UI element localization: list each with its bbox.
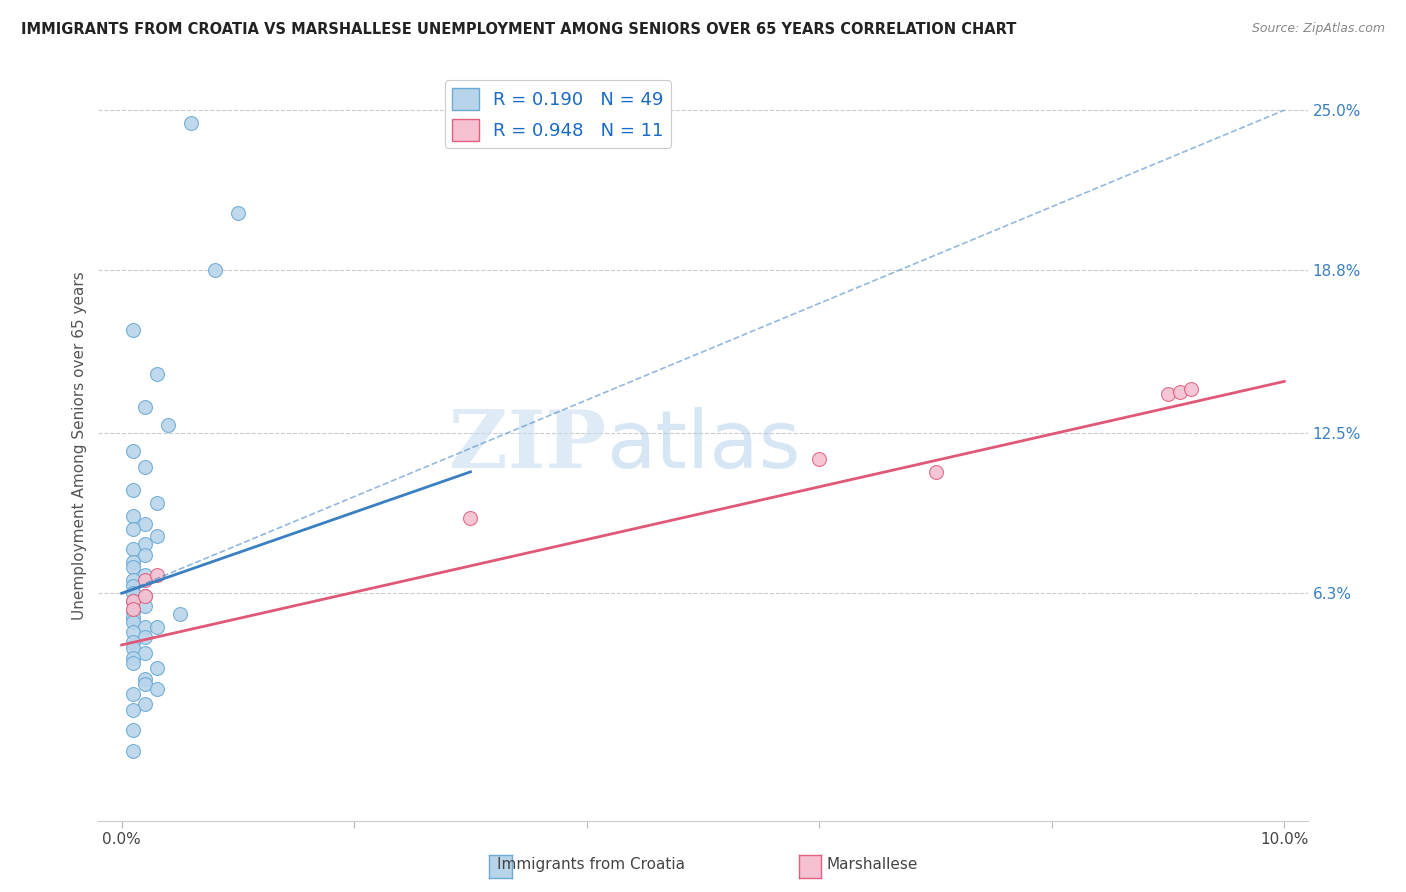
- Point: [134, 516, 156, 531]
- Point: [460, 511, 482, 525]
- Point: [134, 589, 156, 603]
- Point: [122, 522, 145, 536]
- Point: [134, 698, 156, 712]
- Point: [122, 625, 145, 640]
- Point: [1168, 384, 1191, 399]
- Point: [122, 508, 145, 523]
- Point: [145, 529, 167, 543]
- Text: Marshallese: Marshallese: [827, 857, 917, 872]
- Point: [145, 681, 167, 696]
- Point: [122, 744, 145, 758]
- Point: [122, 483, 145, 497]
- Point: [134, 589, 156, 603]
- Point: [204, 263, 226, 277]
- Point: [145, 367, 167, 381]
- Point: [226, 206, 249, 220]
- Point: [134, 459, 156, 474]
- Point: [122, 542, 145, 557]
- Point: [134, 568, 156, 582]
- Point: [122, 594, 145, 608]
- Point: [122, 586, 145, 600]
- Point: [122, 723, 145, 738]
- Text: Source: ZipAtlas.com: Source: ZipAtlas.com: [1251, 22, 1385, 36]
- Point: [157, 418, 180, 433]
- Point: [122, 594, 145, 608]
- Point: [122, 601, 145, 615]
- Point: [122, 640, 145, 655]
- Point: [145, 496, 167, 510]
- Point: [134, 646, 156, 660]
- Point: [122, 656, 145, 670]
- Point: [122, 604, 145, 618]
- Point: [122, 635, 145, 649]
- Text: ZIP: ZIP: [450, 407, 606, 485]
- Point: [924, 465, 946, 479]
- Point: [134, 548, 156, 562]
- Point: [122, 615, 145, 629]
- Point: [145, 568, 167, 582]
- Point: [122, 609, 145, 624]
- Point: [169, 607, 191, 621]
- Point: [122, 560, 145, 574]
- Text: IMMIGRANTS FROM CROATIA VS MARSHALLESE UNEMPLOYMENT AMONG SENIORS OVER 65 YEARS : IMMIGRANTS FROM CROATIA VS MARSHALLESE U…: [21, 22, 1017, 37]
- Point: [134, 401, 156, 415]
- Point: [122, 574, 145, 588]
- Text: Immigrants from Croatia: Immigrants from Croatia: [496, 857, 685, 872]
- Text: atlas: atlas: [606, 407, 800, 485]
- Point: [134, 599, 156, 614]
- Point: [134, 630, 156, 644]
- Point: [122, 687, 145, 701]
- Legend: R = 0.190   N = 49, R = 0.948   N = 11: R = 0.190 N = 49, R = 0.948 N = 11: [444, 80, 671, 148]
- Point: [145, 661, 167, 675]
- Point: [134, 574, 156, 588]
- Point: [122, 651, 145, 665]
- Y-axis label: Unemployment Among Seniors over 65 years: Unemployment Among Seniors over 65 years: [72, 272, 87, 620]
- Point: [122, 444, 145, 458]
- Point: [134, 676, 156, 690]
- Point: [122, 578, 145, 592]
- Point: [180, 116, 202, 130]
- Point: [808, 451, 831, 466]
- Point: [145, 620, 167, 634]
- Point: [134, 672, 156, 686]
- Point: [1157, 387, 1180, 401]
- Point: [134, 537, 156, 551]
- Point: [1180, 382, 1202, 396]
- Point: [122, 702, 145, 716]
- Point: [122, 323, 145, 337]
- Point: [134, 620, 156, 634]
- Point: [122, 555, 145, 569]
